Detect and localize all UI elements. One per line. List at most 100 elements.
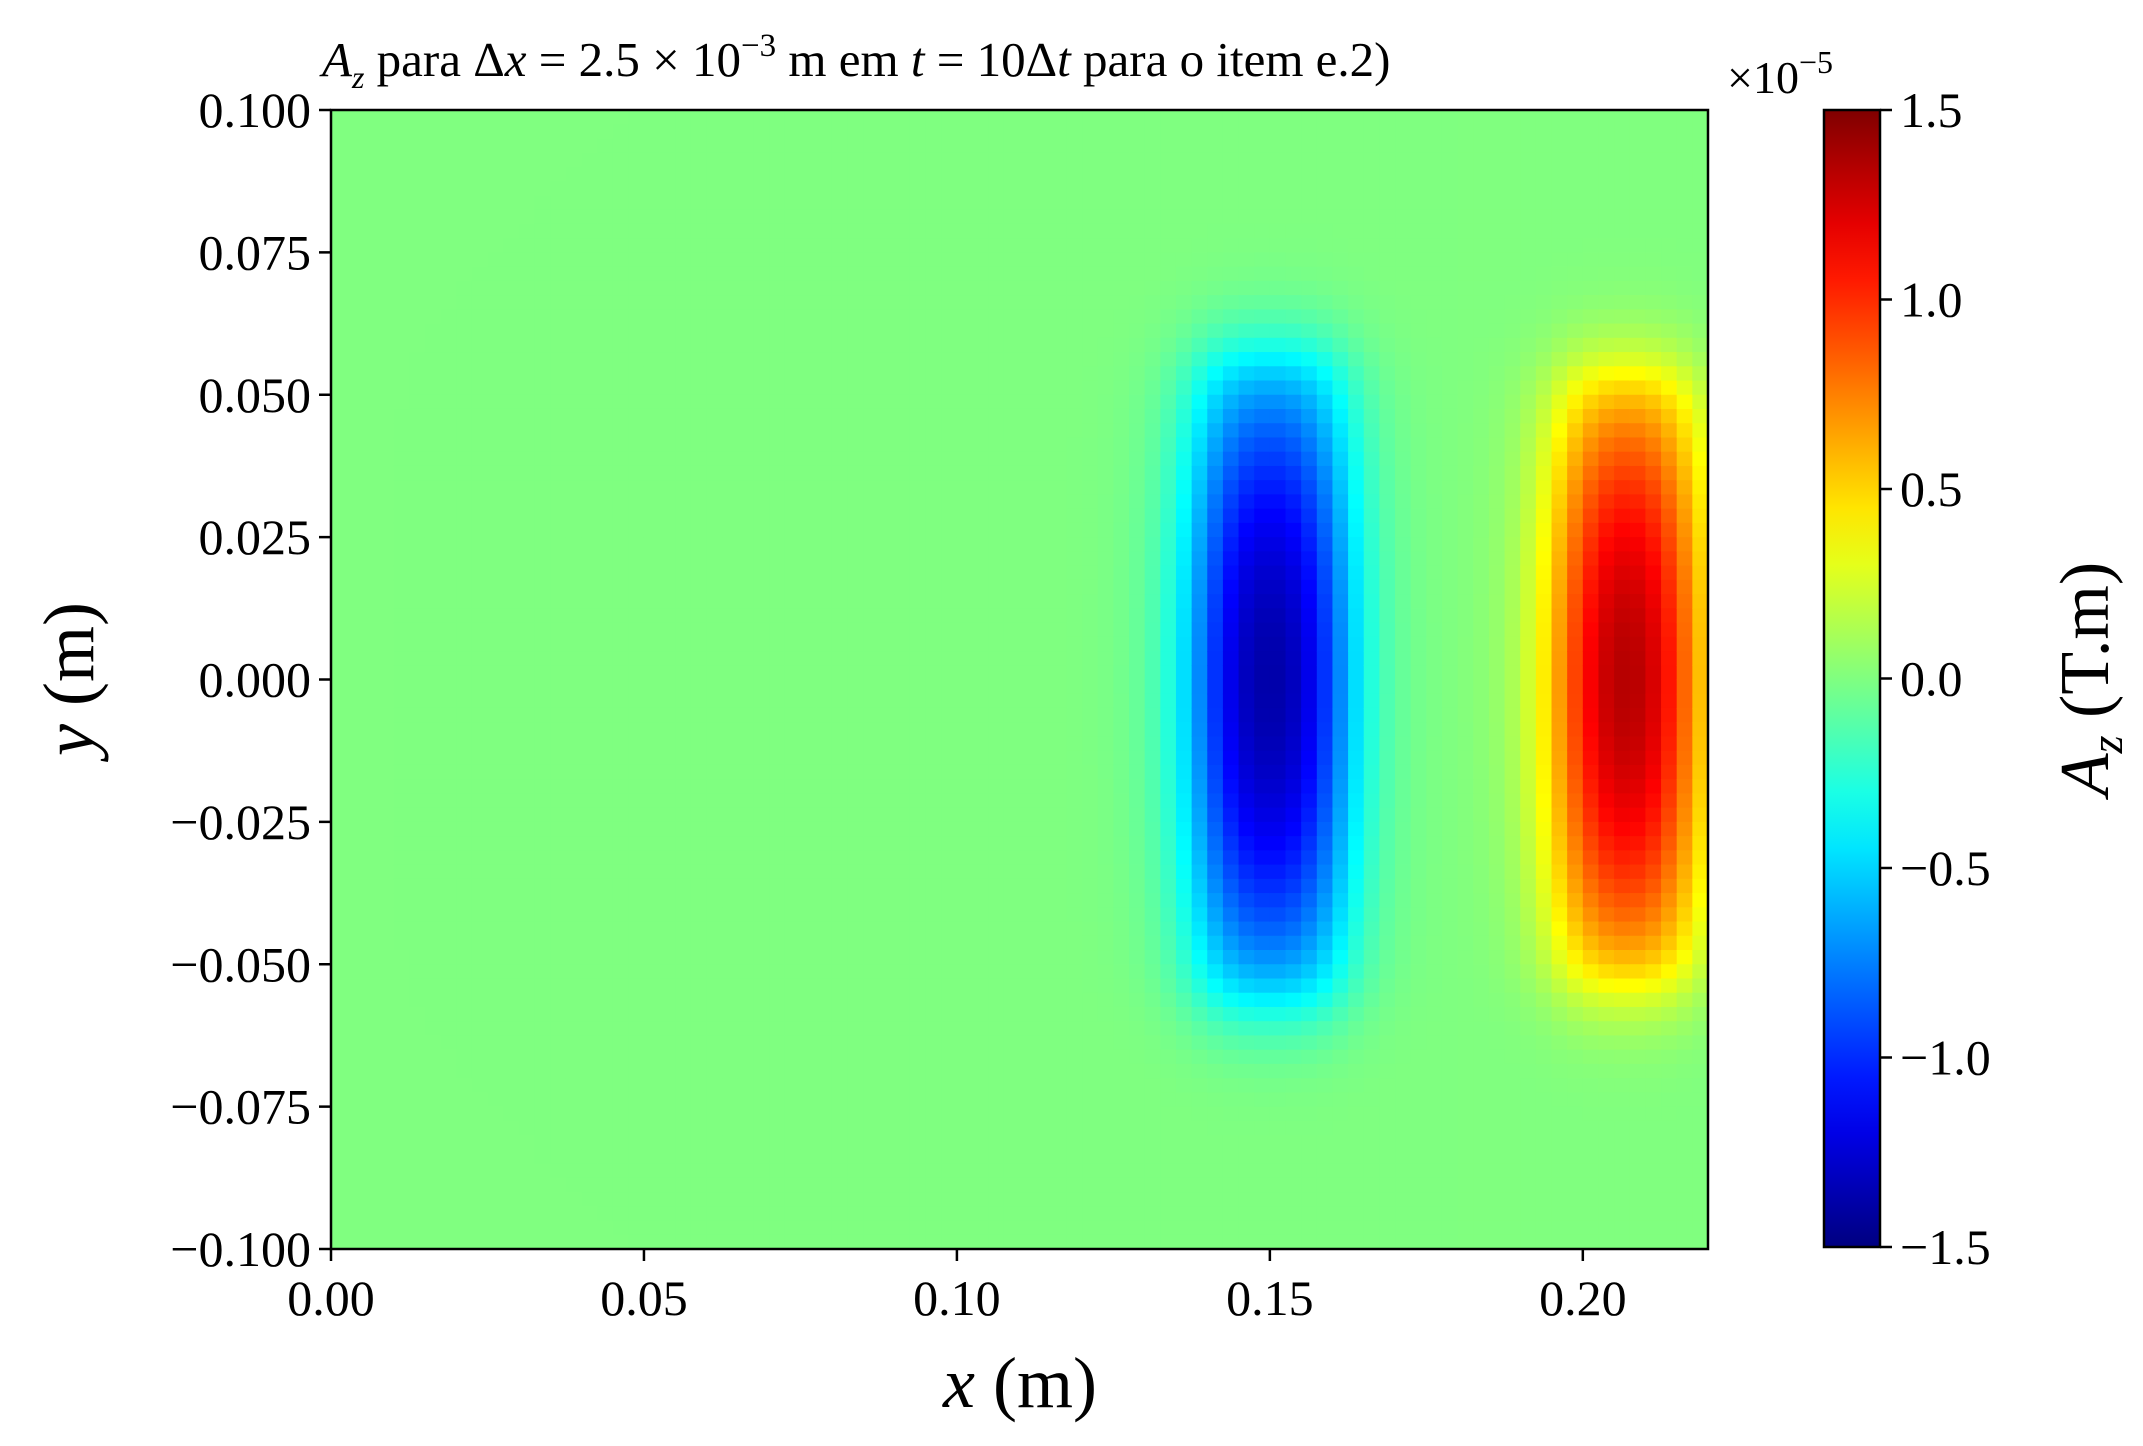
heatmap-cell xyxy=(1097,750,1114,766)
heatmap-cell xyxy=(784,437,802,453)
heatmap-cell xyxy=(894,1120,911,1136)
heatmap-cell xyxy=(784,935,802,951)
heatmap-cell xyxy=(1269,295,1287,310)
heatmap-cell xyxy=(784,465,802,481)
heatmap-cell xyxy=(628,352,645,367)
heatmap-cell xyxy=(393,1120,410,1136)
heatmap-cell xyxy=(706,138,723,154)
heatmap-cell xyxy=(1144,522,1161,538)
heatmap-cell xyxy=(565,893,582,908)
heatmap-cell xyxy=(737,522,755,538)
heatmap-cell xyxy=(487,1035,504,1051)
heatmap-cell xyxy=(597,978,614,994)
heatmap-cell xyxy=(972,508,989,524)
heatmap-cell xyxy=(925,935,942,951)
heatmap-cell xyxy=(1082,408,1099,424)
heatmap-cell xyxy=(503,679,520,695)
heatmap-cell xyxy=(1050,1035,1068,1051)
heatmap-cell xyxy=(1160,465,1177,481)
heatmap-cell xyxy=(1269,779,1287,794)
heatmap-cell xyxy=(1175,423,1193,439)
heatmap-cell xyxy=(518,124,536,140)
heatmap-cell xyxy=(377,537,395,552)
heatmap-cell xyxy=(941,309,958,325)
heatmap-cell xyxy=(894,651,911,666)
heatmap-cell xyxy=(878,736,895,752)
heatmap-cell xyxy=(737,636,755,652)
heatmap-cell xyxy=(737,679,755,695)
heatmap-cell xyxy=(581,181,598,197)
heatmap-cell xyxy=(612,352,629,367)
heatmap-cell xyxy=(597,166,614,182)
heatmap-cell xyxy=(659,309,676,325)
heatmap-cell xyxy=(800,423,817,439)
heatmap-cell xyxy=(424,622,442,638)
heatmap-cell xyxy=(1035,665,1052,681)
heatmap-cell xyxy=(1003,907,1021,923)
heatmap-cell xyxy=(581,893,598,908)
heatmap-cell xyxy=(456,1078,473,1093)
heatmap-cell xyxy=(377,1163,395,1179)
heatmap-cell xyxy=(518,964,536,980)
heatmap-cell xyxy=(471,921,489,937)
heatmap-cell xyxy=(956,138,974,154)
heatmap-cell xyxy=(550,1120,567,1136)
heatmap-cell xyxy=(471,337,489,353)
heatmap-cell xyxy=(503,337,520,353)
heatmap-cell xyxy=(753,124,770,140)
heatmap-cell xyxy=(440,437,457,453)
heatmap-cell xyxy=(878,878,895,894)
heatmap-cell xyxy=(894,380,911,396)
heatmap-cell xyxy=(1066,651,1083,666)
heatmap-cell xyxy=(800,651,817,666)
heatmap-cell xyxy=(1207,1006,1224,1022)
heatmap-cell xyxy=(409,878,426,894)
heatmap-cell xyxy=(456,893,473,908)
heatmap-cell xyxy=(1285,494,1302,510)
heatmap-cell xyxy=(878,295,895,310)
heatmap-cell xyxy=(1035,821,1052,837)
heatmap-cell xyxy=(1019,935,1036,951)
heatmap-cell xyxy=(597,807,614,823)
heatmap-cell xyxy=(941,893,958,908)
heatmap-cell xyxy=(831,594,848,609)
heatmap-cell xyxy=(675,266,692,282)
heatmap-cell xyxy=(816,337,833,353)
heatmap-cell xyxy=(1003,764,1021,780)
heatmap-cell xyxy=(1175,964,1193,980)
heatmap-cell xyxy=(706,950,723,965)
heatmap-cell xyxy=(581,636,598,652)
heatmap-cell xyxy=(1207,110,1224,125)
heatmap-cell xyxy=(565,1092,582,1108)
heatmap-cell xyxy=(816,722,833,738)
heatmap-cell xyxy=(1160,1049,1177,1065)
heatmap-cell xyxy=(471,252,489,268)
heatmap-cell xyxy=(878,1135,895,1150)
heatmap-cell xyxy=(737,707,755,723)
heatmap-cell xyxy=(612,579,629,595)
heatmap-cell xyxy=(1285,651,1302,666)
heatmap-cell xyxy=(1160,836,1177,851)
heatmap-cell xyxy=(643,522,661,538)
heatmap-cell xyxy=(1301,565,1318,581)
heatmap-cell xyxy=(925,1078,942,1093)
heatmap-cell xyxy=(1160,1135,1177,1150)
heatmap-cell xyxy=(1175,1220,1193,1236)
heatmap-cell xyxy=(988,608,1005,624)
heatmap-cell xyxy=(550,992,567,1008)
heatmap-cell xyxy=(1019,836,1036,851)
heatmap-cell xyxy=(1003,380,1021,396)
heatmap-cell xyxy=(659,138,676,154)
heatmap-cell xyxy=(769,793,786,809)
heatmap-cell xyxy=(1238,423,1255,439)
heatmap-cell xyxy=(878,181,895,197)
heatmap-cell xyxy=(612,1234,629,1250)
heatmap-cell xyxy=(659,295,676,310)
heatmap-cell xyxy=(377,921,395,937)
heatmap-cell xyxy=(612,223,629,239)
heatmap-cell xyxy=(1238,665,1255,681)
heatmap-cell xyxy=(972,907,989,923)
heatmap-cell xyxy=(1097,1135,1114,1150)
heatmap-cell xyxy=(816,138,833,154)
heatmap-cell xyxy=(1191,579,1208,595)
